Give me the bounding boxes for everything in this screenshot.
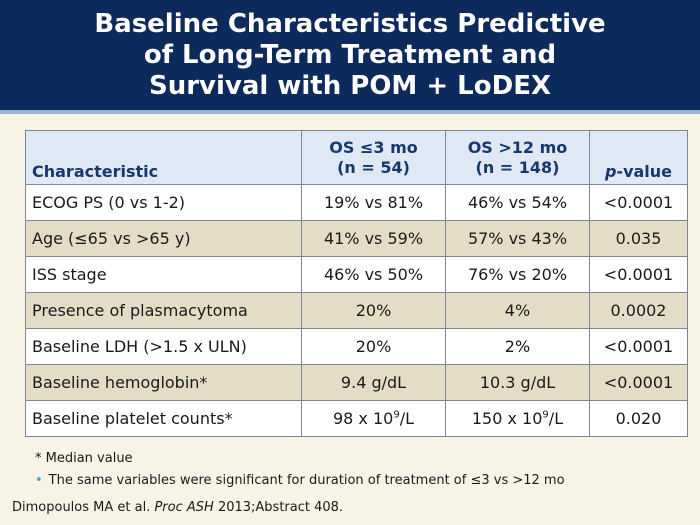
cell-os-long: 10.3 g/dL	[445, 364, 590, 401]
cell-characteristic: ECOG PS (0 vs 1-2)	[25, 184, 302, 221]
cell-characteristic: Baseline hemoglobin*	[25, 364, 302, 401]
header-p-value: p-value	[589, 130, 688, 185]
bullet-dot-icon: •	[35, 473, 43, 488]
table-row: ECOG PS (0 vs 1-2) 19% vs 81% 46% vs 54%…	[25, 184, 688, 221]
platelet-long-exponent: 9	[542, 409, 549, 421]
cell-os-long: 2%	[445, 328, 590, 365]
title-banner: Baseline Characteristics Predictive of L…	[0, 0, 700, 110]
title-line-2: of Long-Term Treatment and	[143, 39, 557, 70]
bullet-item: • The same variables were significant for…	[35, 473, 565, 488]
header-os-long-label: OS >12 mo	[467, 137, 568, 157]
table-row: Age (≤65 vs >65 y) 41% vs 59% 57% vs 43%…	[25, 220, 688, 257]
cell-os-long: 57% vs 43%	[445, 220, 590, 257]
table-row: Baseline hemoglobin* 9.4 g/dL 10.3 g/dL …	[25, 364, 688, 401]
header-os-short: OS ≤3 mo (n = 54)	[301, 130, 446, 185]
characteristics-table: Characteristic OS ≤3 mo (n = 54) OS >12 …	[25, 130, 688, 437]
cell-os-short: 41% vs 59%	[301, 220, 446, 257]
cell-os-short: 20%	[301, 292, 446, 329]
table-row: Baseline LDH (>1.5 x ULN) 20% 2% <0.0001	[25, 328, 688, 365]
header-os-long: OS >12 mo (n = 148)	[445, 130, 590, 185]
cell-os-long: 76% vs 20%	[445, 256, 590, 293]
citation-authors: Dimopoulos MA et al.	[12, 500, 155, 515]
cell-os-long: 4%	[445, 292, 590, 329]
cell-p-value: <0.0001	[589, 328, 688, 365]
cell-os-short: 20%	[301, 328, 446, 365]
header-os-short-label: OS ≤3 mo	[329, 137, 418, 157]
platelet-long-unit: /L	[548, 409, 564, 428]
cell-characteristic: Presence of plasmacytoma	[25, 292, 302, 329]
cell-characteristic: Baseline platelet counts*	[25, 400, 302, 437]
cell-characteristic: Age (≤65 vs >65 y)	[25, 220, 302, 257]
cell-os-short: 98 x 109/L	[301, 400, 446, 437]
cell-p-value: 0.020	[589, 400, 688, 437]
title-line-3: Survival with POM + LoDEX	[148, 70, 552, 101]
bullet-text: The same variables were significant for …	[48, 473, 565, 488]
table-row: Presence of plasmacytoma 20% 4% 0.0002	[25, 292, 688, 329]
cell-p-value: <0.0001	[589, 184, 688, 221]
citation-rest: 2013;Abstract 408.	[213, 500, 344, 515]
footnote: * Median value	[35, 451, 133, 466]
cell-os-long: 150 x 109/L	[445, 400, 590, 437]
title-line-1: Baseline Characteristics Predictive	[94, 8, 606, 39]
table-header-row: Characteristic OS ≤3 mo (n = 54) OS >12 …	[25, 130, 688, 185]
header-characteristic: Characteristic	[25, 130, 302, 185]
table-row: ISS stage 46% vs 50% 76% vs 20% <0.0001	[25, 256, 688, 293]
platelet-short-unit: /L	[399, 409, 415, 428]
header-p-rest: -value	[616, 162, 673, 181]
cell-os-short: 19% vs 81%	[301, 184, 446, 221]
citation-journal: Proc ASH	[154, 500, 214, 515]
header-p-italic: p	[604, 162, 617, 181]
cell-os-short: 46% vs 50%	[301, 256, 446, 293]
cell-characteristic: Baseline LDH (>1.5 x ULN)	[25, 328, 302, 365]
platelet-long-base: 150 x 10	[471, 409, 543, 428]
cell-os-long: 46% vs 54%	[445, 184, 590, 221]
citation: Dimopoulos MA et al. Proc ASH 2013;Abstr…	[12, 500, 343, 515]
platelet-short-base: 98 x 10	[332, 409, 394, 428]
cell-os-short: 9.4 g/dL	[301, 364, 446, 401]
cell-p-value: <0.0001	[589, 364, 688, 401]
cell-p-value: 0.035	[589, 220, 688, 257]
table-row: Baseline platelet counts* 98 x 109/L 150…	[25, 400, 688, 437]
cell-p-value: 0.0002	[589, 292, 688, 329]
title-underline	[0, 110, 700, 114]
cell-p-value: <0.0001	[589, 256, 688, 293]
cell-characteristic: ISS stage	[25, 256, 302, 293]
platelet-short-exponent: 9	[393, 409, 400, 421]
header-os-long-n: (n = 148)	[475, 157, 560, 177]
header-os-short-n: (n = 54)	[337, 157, 410, 177]
